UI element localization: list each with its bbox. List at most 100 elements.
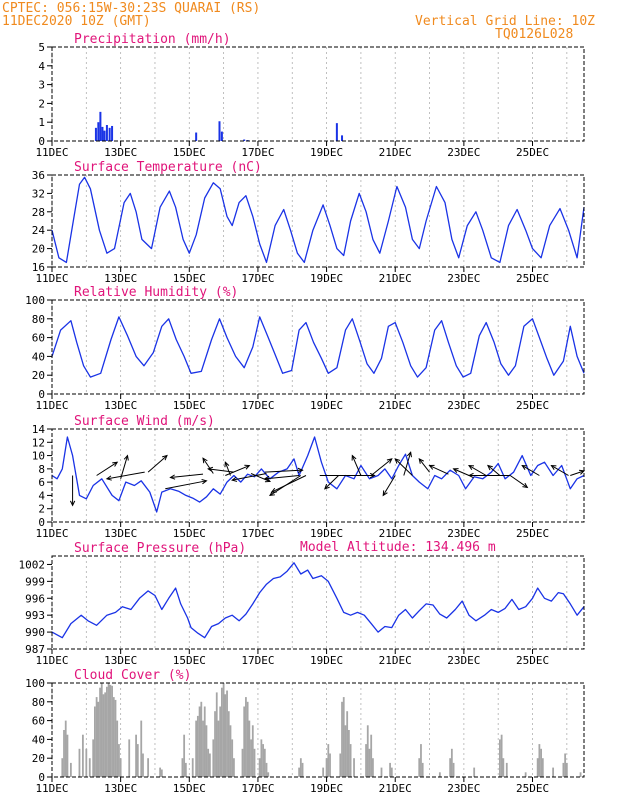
x-tick-label: 13DEC — [104, 782, 137, 795]
wind-arrow-head — [351, 454, 357, 461]
x-tick-label: 25DEC — [516, 272, 549, 285]
x-tick-label: 23DEC — [447, 272, 480, 285]
y-tick-label: 0 — [38, 771, 45, 784]
cloud-bar — [118, 744, 120, 777]
y-tick-label: 20 — [32, 752, 45, 765]
cloud-bar — [85, 748, 88, 777]
cloud-bar — [183, 734, 186, 777]
x-tick-label: 15DEC — [173, 654, 206, 667]
x-tick-label: 11DEC — [35, 272, 68, 285]
cloud-bar — [229, 725, 232, 777]
precip-bar — [195, 132, 198, 141]
cloud-bar — [368, 748, 371, 777]
cloud-bar — [196, 715, 199, 777]
wind-arrow-head — [297, 467, 304, 474]
x-tick-label: 17DEC — [241, 399, 274, 412]
x-tick-label: 21DEC — [379, 146, 412, 159]
y-tick-label: 993 — [25, 609, 45, 622]
wind-arrow — [165, 480, 207, 490]
wind-frame — [51, 428, 585, 523]
precip-title: Precipitation (mm/h) — [74, 32, 231, 47]
wind-arrow — [521, 465, 540, 476]
wind-arrow-head — [369, 472, 376, 479]
x-tick-label: 23DEC — [447, 527, 480, 540]
cloud-bar — [222, 683, 225, 777]
precip-bar — [99, 111, 102, 141]
cloud-bar — [421, 762, 424, 777]
cloud-panel: 0 20 40 60 80 100 11DEC 13DEC 15DEC 17DEC 19DEC 21D… — [25, 668, 585, 795]
y-tick-label: 2 — [38, 503, 45, 516]
x-tick-label: 17DEC — [241, 527, 274, 540]
wind-arrow-head — [452, 468, 459, 473]
cloud-bar — [380, 767, 383, 777]
cloud-bar — [88, 758, 91, 777]
cloud-bar — [322, 767, 325, 777]
x-tick-label: 19DEC — [310, 399, 343, 412]
cloud-bar — [119, 758, 122, 777]
cloud-bar — [214, 711, 216, 777]
wind-arrow — [551, 465, 569, 476]
cloud-bar — [327, 744, 330, 777]
x-tick-label: 25DEC — [516, 782, 549, 795]
cloud-bar — [200, 701, 203, 777]
y-tick-label: 60 — [32, 715, 45, 728]
x-tick-label: 17DEC — [241, 272, 274, 285]
wind-arrow — [224, 462, 231, 476]
y-tick-label: 996 — [25, 592, 45, 605]
wind-arrow-head — [162, 454, 168, 461]
y-tick-label: 8 — [38, 463, 45, 476]
cloud-bar — [341, 701, 343, 777]
y-tick-label: 4 — [38, 60, 45, 73]
y-tick-label: 10 — [32, 450, 45, 463]
cloud-bar — [111, 685, 113, 777]
x-tick-label: 25DEC — [516, 527, 549, 540]
model-code: TQ0126L028 — [495, 27, 573, 42]
cloud-bar — [372, 758, 374, 777]
y-tick-label: 6 — [38, 476, 45, 489]
wind-arrow-head — [69, 500, 76, 507]
x-tick-label: 19DEC — [310, 527, 343, 540]
x-tick-label: 23DEC — [447, 146, 480, 159]
cloud-bar — [250, 739, 252, 777]
temp-panel: 16 20 24 28 32 36 11DEC 13DEC 15DEC 17DEC 19DEC 21D… — [32, 160, 585, 285]
cloud-bar — [160, 769, 163, 777]
cloud-bar — [198, 706, 201, 777]
cloud-bar — [564, 753, 567, 777]
wind-arrow — [487, 465, 501, 476]
x-tick-label: 13DEC — [104, 399, 137, 412]
wind-arrow — [264, 469, 303, 473]
cloud-bar — [241, 748, 244, 777]
cloud-bar — [262, 744, 264, 777]
cloud-bar — [109, 684, 112, 777]
cloud-bar — [325, 758, 328, 777]
cloud-bar — [212, 739, 215, 777]
cloud-bar — [136, 744, 139, 777]
x-tick-label: 13DEC — [104, 272, 137, 285]
temp-line — [51, 176, 585, 264]
cloud-bar — [81, 734, 84, 777]
wind-arrow-head — [202, 457, 208, 464]
precip-frame — [51, 46, 585, 142]
wind-arrow — [147, 455, 168, 473]
x-tick-label: 23DEC — [447, 399, 480, 412]
cloud-bar — [329, 753, 331, 777]
y-tick-label: 0 — [38, 516, 45, 529]
cloud-bar — [251, 725, 254, 777]
cloud-bar — [499, 739, 501, 777]
wind-arrow-head — [428, 464, 435, 470]
wind-arrow-head — [467, 472, 474, 479]
x-tick-label: 19DEC — [310, 272, 343, 285]
cloud-bar — [390, 767, 393, 777]
cloud-bar — [258, 758, 261, 777]
precip-bar — [111, 125, 114, 141]
cloud-bar — [114, 699, 117, 777]
cloud-bar — [536, 758, 539, 777]
x-tick-label: 21DEC — [379, 654, 412, 667]
station-header: CPTEC: 056:15W-30:23S QUARAI (RS) — [2, 1, 260, 16]
wind-arrow-head — [522, 482, 529, 489]
rh-frame — [51, 299, 585, 395]
wind-arrow — [403, 452, 412, 476]
wind-arrow-head — [550, 464, 557, 470]
wind-title: Surface Wind (m/s) — [74, 414, 215, 429]
cloud-bar — [418, 758, 421, 777]
